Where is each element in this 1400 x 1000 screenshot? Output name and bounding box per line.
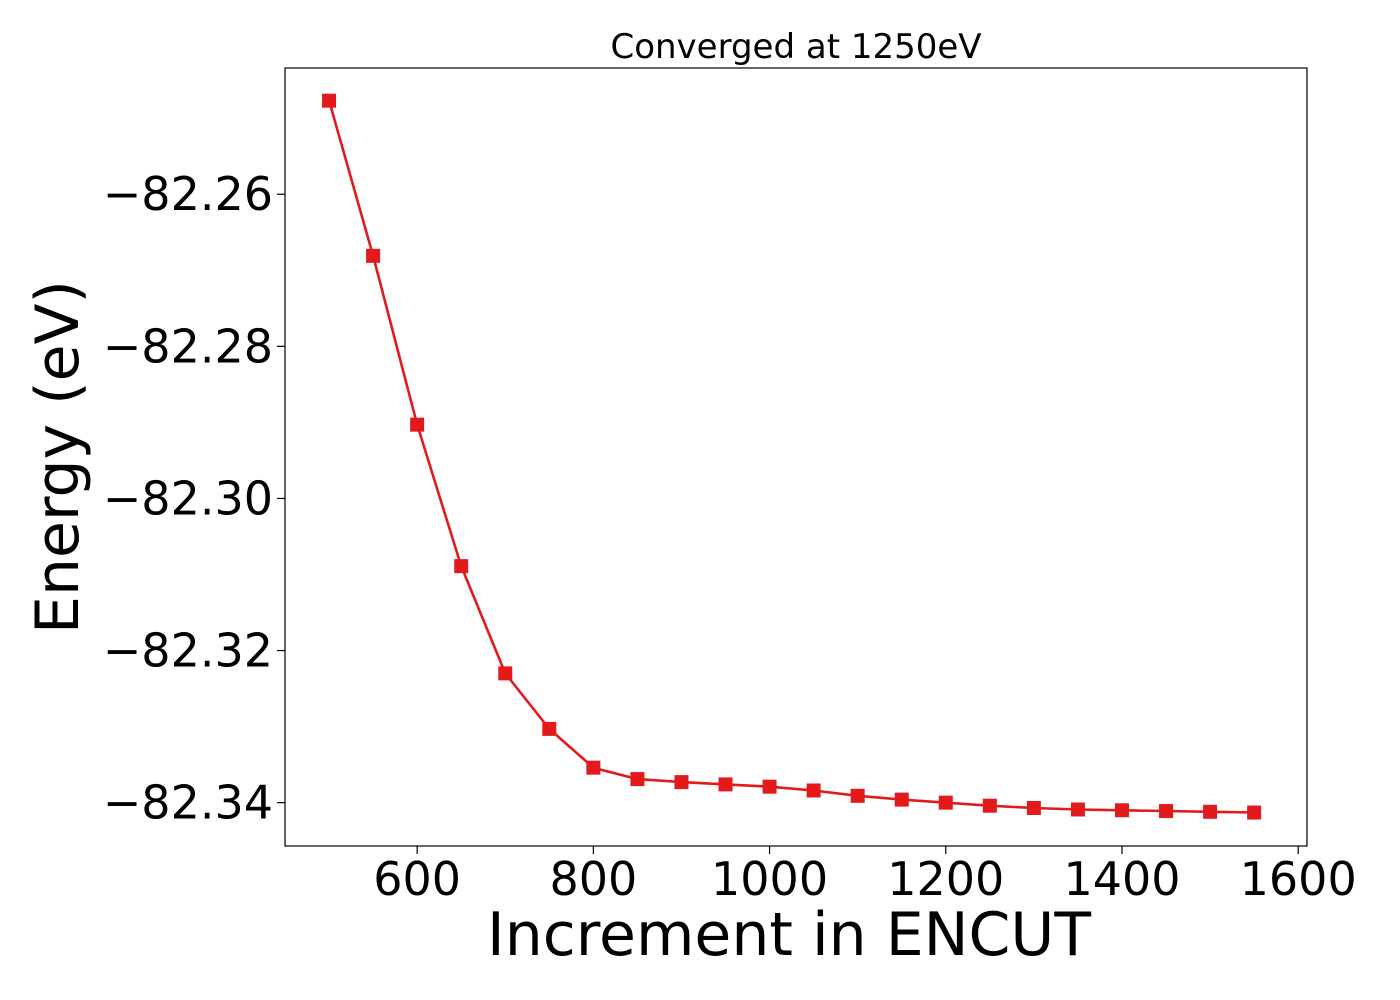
data-point-marker: [366, 248, 381, 263]
x-tick-label: 800: [549, 852, 637, 906]
data-point-marker: [1203, 804, 1218, 819]
y-tick-label: −82.30: [103, 471, 273, 525]
data-point-marker: [762, 779, 777, 794]
series-layer: [322, 93, 1262, 820]
y-tick-label: −82.32: [103, 624, 273, 678]
data-point-marker: [498, 666, 513, 681]
y-tick-label: −82.34: [103, 776, 273, 830]
data-point-marker: [982, 798, 997, 813]
data-point-marker: [586, 760, 601, 775]
y-axis: −82.26 −82.28 −82.30 −82.32 −82.34: [103, 167, 285, 830]
x-tick-label: 1400: [1063, 852, 1180, 906]
data-point-marker: [718, 777, 733, 792]
data-point-marker: [322, 93, 337, 108]
data-point-marker: [454, 559, 469, 574]
x-axis-label: Increment in ENCUT: [487, 900, 1091, 970]
data-point-marker: [1247, 805, 1262, 820]
data-point-marker: [1070, 802, 1085, 817]
y-axis-label: Energy (eV): [23, 280, 93, 634]
data-point-marker: [630, 772, 645, 787]
plot-area-frame: [284, 67, 1308, 847]
data-point-marker: [542, 721, 557, 736]
data-point-marker: [410, 417, 425, 432]
data-point-marker: [850, 788, 865, 803]
y-tick-label: −82.28: [103, 319, 273, 373]
y-tick-label: −82.26: [103, 167, 273, 221]
series-line: [327, 100, 1255, 814]
x-tick-label: 1600: [1240, 852, 1357, 906]
data-point-marker: [938, 795, 953, 810]
data-point-marker: [1026, 800, 1041, 815]
data-point-marker: [674, 775, 689, 790]
x-tick-label: 1200: [887, 852, 1004, 906]
data-point-marker: [894, 792, 909, 807]
x-tick-label: 600: [373, 852, 461, 906]
x-tick-label: 1000: [711, 852, 828, 906]
data-point-marker: [806, 783, 821, 798]
data-point-marker: [1114, 803, 1129, 818]
data-point-marker: [1159, 804, 1174, 819]
x-axis: 600 800 1000 1200 1400 1600: [373, 846, 1357, 906]
chart-title: Converged at 1250eV: [610, 27, 981, 67]
